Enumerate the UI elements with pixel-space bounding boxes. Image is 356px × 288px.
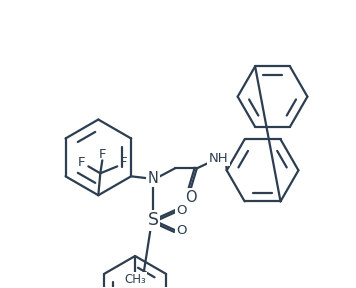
Text: N: N — [148, 171, 158, 186]
Text: O: O — [177, 204, 187, 217]
Text: F: F — [78, 156, 85, 169]
Text: S: S — [147, 211, 158, 229]
Text: NH: NH — [209, 152, 229, 165]
Text: F: F — [120, 156, 127, 169]
Text: O: O — [185, 190, 197, 205]
Text: CH₃: CH₃ — [124, 273, 146, 287]
Text: F: F — [99, 148, 106, 161]
Text: O: O — [177, 223, 187, 237]
